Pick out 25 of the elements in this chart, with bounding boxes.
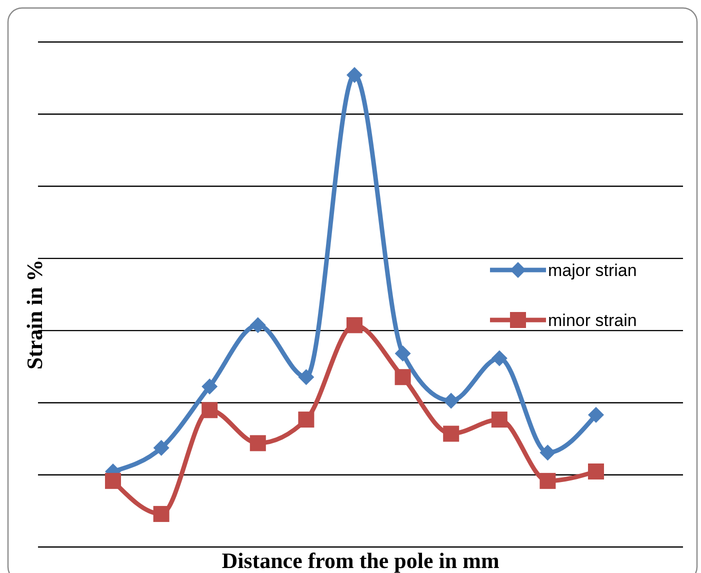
point	[298, 369, 314, 386]
point	[298, 412, 314, 428]
point	[202, 402, 218, 418]
point	[443, 392, 460, 409]
legend-label: major strian	[548, 261, 637, 280]
point	[250, 317, 266, 334]
point	[153, 440, 170, 456]
point	[346, 317, 362, 334]
point	[346, 67, 362, 84]
point	[153, 506, 170, 522]
point	[202, 378, 218, 395]
point	[394, 345, 411, 362]
point	[443, 426, 460, 442]
point	[540, 472, 556, 489]
legend-label: minor strain	[548, 311, 637, 330]
point	[588, 463, 604, 480]
point	[491, 350, 508, 366]
point	[491, 412, 508, 428]
point	[540, 444, 556, 461]
point	[250, 435, 266, 452]
point	[394, 369, 411, 386]
point	[105, 472, 121, 489]
y-axis-title: Strain in %	[22, 259, 47, 370]
x-axis-title: Distance from the pole in mm	[222, 548, 500, 573]
point	[588, 406, 604, 423]
